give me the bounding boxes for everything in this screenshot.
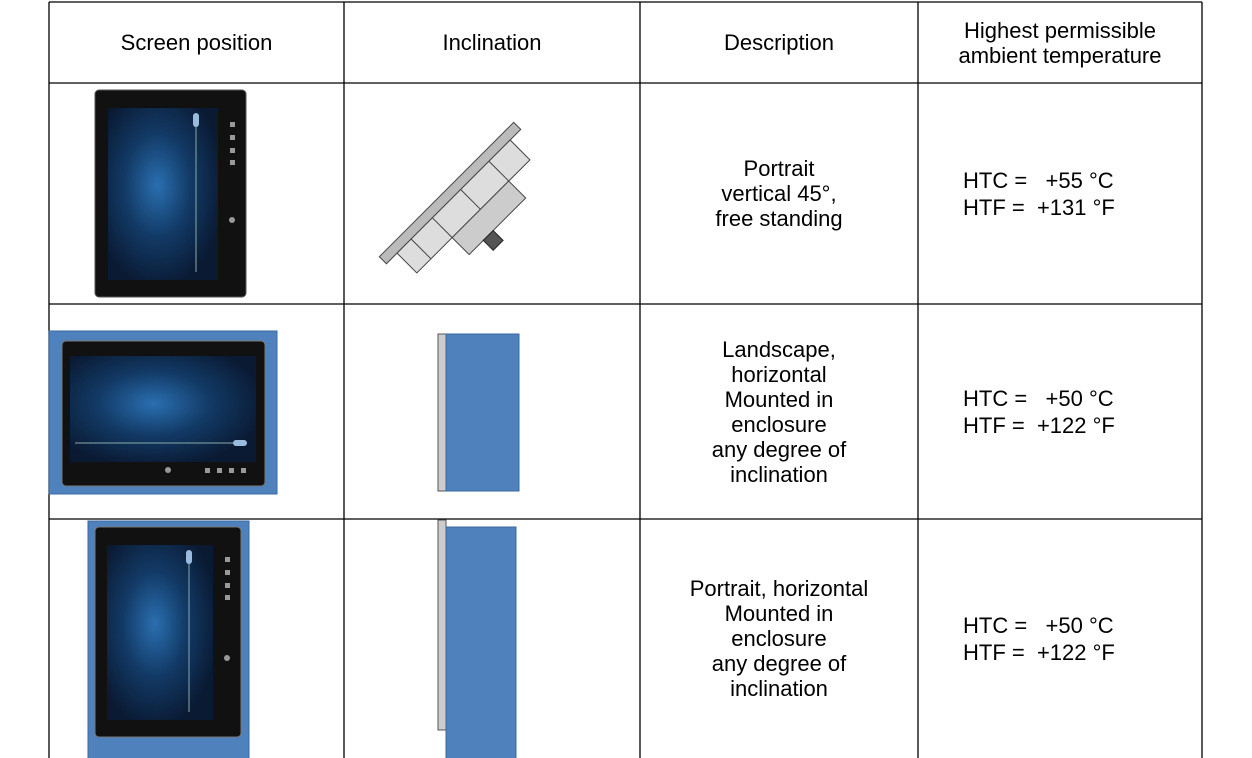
description-text: Mounted in bbox=[724, 601, 834, 626]
temperature-text: HTC = +50 °C bbox=[963, 612, 1114, 638]
description-text: Landscape, bbox=[722, 336, 836, 362]
description-text: inclination bbox=[730, 461, 828, 487]
tilted-device bbox=[378, 121, 531, 274]
description-cell: Landscape, horizontal Mounted in enclosure a… bbox=[640, 304, 918, 519]
description-cell: Portrait, horizontal Mounted in enclosure a… bbox=[640, 519, 918, 758]
description-text: any degree of bbox=[711, 436, 847, 462]
header-cell: Highest permissible ambient temperature bbox=[918, 2, 1202, 83]
description-text: vertical 45°, bbox=[721, 181, 837, 206]
temperature-text: HTF = +122 °F bbox=[963, 639, 1115, 665]
temperature-text: HTF = +131 °F bbox=[963, 194, 1115, 220]
landscape-side bbox=[437, 333, 520, 492]
header-text: Screen position bbox=[120, 30, 273, 55]
description-text: Portrait bbox=[743, 156, 815, 181]
header-cell: Description bbox=[640, 2, 918, 83]
header-text: Description bbox=[723, 30, 835, 55]
portrait-side bbox=[437, 519, 517, 758]
temperature-cell: HTC = +50 °C HTF = +122 °F bbox=[918, 519, 1202, 758]
header-cell: Inclination bbox=[344, 2, 640, 83]
temperature-text: HTF = +122 °F bbox=[963, 412, 1115, 438]
description-cell: Portrait vertical 45°, free standing bbox=[640, 83, 918, 304]
description-text: Mounted in bbox=[724, 386, 834, 412]
portrait-mounted-device bbox=[87, 520, 250, 758]
description-text: any degree of bbox=[711, 651, 847, 676]
description-text: enclosure bbox=[731, 626, 827, 651]
description-text: enclosure bbox=[731, 411, 827, 437]
temperature-cell: HTC = +55 °C HTF = +131 °F bbox=[918, 83, 1202, 304]
header-text: ambient temperature bbox=[958, 42, 1162, 68]
landscape-device bbox=[48, 330, 278, 495]
description-text: Portrait, horizontal bbox=[689, 576, 869, 601]
portrait-device bbox=[94, 89, 247, 298]
header-text: Highest permissible bbox=[964, 17, 1156, 43]
description-text: free standing bbox=[715, 206, 843, 231]
temperature-cell: HTC = +50 °C HTF = +122 °F bbox=[918, 304, 1202, 519]
temperature-text: HTC = +55 °C bbox=[963, 167, 1114, 193]
header-text: Inclination bbox=[442, 30, 542, 55]
description-text: inclination bbox=[730, 676, 828, 701]
header-cell: Screen position bbox=[49, 2, 344, 83]
temperature-text: HTC = +50 °C bbox=[963, 385, 1114, 411]
description-text: horizontal bbox=[731, 361, 827, 387]
